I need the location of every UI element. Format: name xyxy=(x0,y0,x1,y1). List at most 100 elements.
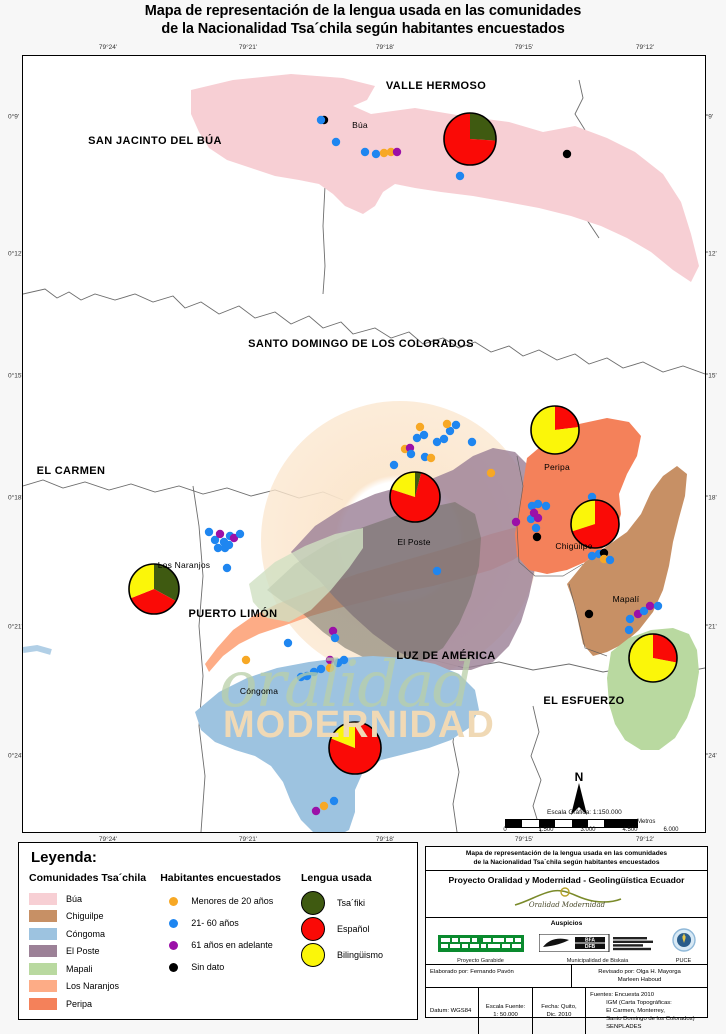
survey-point[interactable] xyxy=(329,796,339,806)
oralidad-modernidad-logo-icon: Oralidad Modernidad xyxy=(514,887,621,909)
survey-point[interactable] xyxy=(222,563,232,573)
survey-point[interactable] xyxy=(319,801,329,811)
legend-item-label: Búa xyxy=(66,893,83,904)
survey-point[interactable] xyxy=(210,535,220,545)
legend-item-label: Mapali xyxy=(66,963,93,974)
survey-point[interactable] xyxy=(511,517,521,527)
survey-point[interactable] xyxy=(371,149,381,159)
pie-outline xyxy=(570,499,620,549)
survey-point[interactable] xyxy=(204,527,214,537)
survey-point[interactable] xyxy=(213,543,223,553)
survey-point[interactable] xyxy=(439,434,449,444)
survey-point[interactable] xyxy=(415,422,425,432)
survey-point[interactable] xyxy=(325,663,335,673)
survey-point[interactable] xyxy=(432,437,442,447)
survey-point[interactable] xyxy=(587,492,597,502)
survey-point[interactable] xyxy=(328,626,338,636)
legend-dot-swatch xyxy=(169,918,179,928)
survey-point[interactable] xyxy=(445,426,455,436)
survey-point[interactable] xyxy=(455,171,465,181)
survey-point[interactable] xyxy=(316,115,326,125)
info-project-block: Proyecto Oralidad y Modernidad - Geoling… xyxy=(426,871,707,918)
survey-point[interactable] xyxy=(392,147,402,157)
survey-point[interactable] xyxy=(229,533,239,543)
info-datum: Datum: WGS84 xyxy=(426,988,480,1034)
survey-point[interactable] xyxy=(426,453,436,463)
legend-column-languages: Lengua usada Tsa´fiki Español Bilingüismo xyxy=(301,872,407,1013)
survey-point[interactable] xyxy=(531,523,541,533)
survey-point[interactable] xyxy=(541,501,551,511)
survey-point[interactable] xyxy=(605,555,615,565)
pie-chart-los-naranjos[interactable] xyxy=(128,563,180,615)
pie-slice xyxy=(531,406,579,455)
svg-text:DFB: DFB xyxy=(584,944,595,950)
map-canvas[interactable]: oralidad MODERNIDAD VALLE HERMOSO SAN JAC… xyxy=(22,55,706,833)
page-title: Mapa de representación de la lengua usad… xyxy=(0,2,726,38)
legend-column-communities: Comunidades Tsa´chila Búa Chiguilpe Cóngom… xyxy=(29,872,156,1013)
legend-color-swatch xyxy=(29,945,57,958)
survey-point[interactable] xyxy=(325,655,335,665)
survey-point[interactable] xyxy=(296,672,306,682)
latitude-label: 0°15' xyxy=(8,372,23,380)
pie-chart-chig-ilpe[interactable] xyxy=(570,499,620,549)
sponsor-garabide: Proyecto Garabide xyxy=(437,935,524,964)
puce-logo-icon xyxy=(671,928,696,952)
survey-point[interactable] xyxy=(331,137,341,147)
legend-header-communities: Comunidades Tsa´chila xyxy=(29,872,147,884)
survey-point[interactable] xyxy=(311,806,321,816)
survey-point[interactable] xyxy=(451,420,461,430)
survey-point[interactable] xyxy=(442,419,452,429)
survey-point[interactable] xyxy=(625,614,635,624)
legend-dot-swatch xyxy=(169,962,179,972)
legend-color-swatch xyxy=(29,962,57,975)
legend-item-language: Tsa´fiki xyxy=(301,890,407,916)
survey-point[interactable] xyxy=(624,625,634,635)
survey-point[interactable] xyxy=(533,499,543,509)
survey-point[interactable] xyxy=(587,551,597,561)
river-fragment xyxy=(23,644,52,655)
survey-point[interactable] xyxy=(386,147,396,157)
latitude-label: 0°12' xyxy=(702,250,717,258)
scale-tick-label: 6.000 xyxy=(663,827,679,833)
survey-point[interactable] xyxy=(389,460,399,470)
longitude-label: 79°24' xyxy=(98,836,118,843)
pie-chart-c-ngoma[interactable] xyxy=(328,721,382,775)
survey-point[interactable] xyxy=(467,437,477,447)
survey-point[interactable] xyxy=(639,606,649,616)
pie-slice xyxy=(570,500,595,532)
survey-point[interactable] xyxy=(406,449,416,459)
survey-point[interactable] xyxy=(339,655,349,665)
survey-point[interactable] xyxy=(486,468,496,478)
survey-point[interactable] xyxy=(532,532,542,542)
survey-point[interactable] xyxy=(224,540,234,550)
survey-point[interactable] xyxy=(562,149,572,159)
pie-chart-peripa[interactable] xyxy=(530,405,580,455)
survey-point[interactable] xyxy=(584,609,594,619)
survey-point[interactable] xyxy=(309,667,319,677)
survey-point[interactable] xyxy=(235,529,245,539)
scale-title: Escala Gráfica: 1:150.000 xyxy=(547,809,622,816)
survey-point[interactable] xyxy=(283,638,293,648)
city-label: VALLE HERMOSO xyxy=(385,80,487,92)
pie-chart-b-a[interactable] xyxy=(443,112,497,166)
survey-point[interactable] xyxy=(316,664,326,674)
survey-point[interactable] xyxy=(360,147,370,157)
survey-point[interactable] xyxy=(419,430,429,440)
survey-point[interactable] xyxy=(241,655,251,665)
survey-point[interactable] xyxy=(379,148,389,158)
survey-point[interactable] xyxy=(653,601,663,611)
survey-point[interactable] xyxy=(599,548,609,558)
pie-chart-mapal-[interactable] xyxy=(628,633,678,683)
legend-item-community: Chiguilpe xyxy=(29,908,156,926)
latitude-label: 0°24' xyxy=(8,752,23,760)
pie-chart-el-poste[interactable] xyxy=(389,471,441,523)
survey-point[interactable] xyxy=(215,529,225,539)
pie-slice xyxy=(470,113,496,141)
survey-point[interactable] xyxy=(533,513,543,523)
legend-circle-swatch xyxy=(301,917,326,941)
survey-point[interactable] xyxy=(645,601,655,611)
info-map-title-line1: Mapa de representación de la lengua usad… xyxy=(465,850,668,857)
survey-point[interactable] xyxy=(432,566,442,576)
survey-point[interactable] xyxy=(330,633,340,643)
survey-point[interactable] xyxy=(412,433,422,443)
